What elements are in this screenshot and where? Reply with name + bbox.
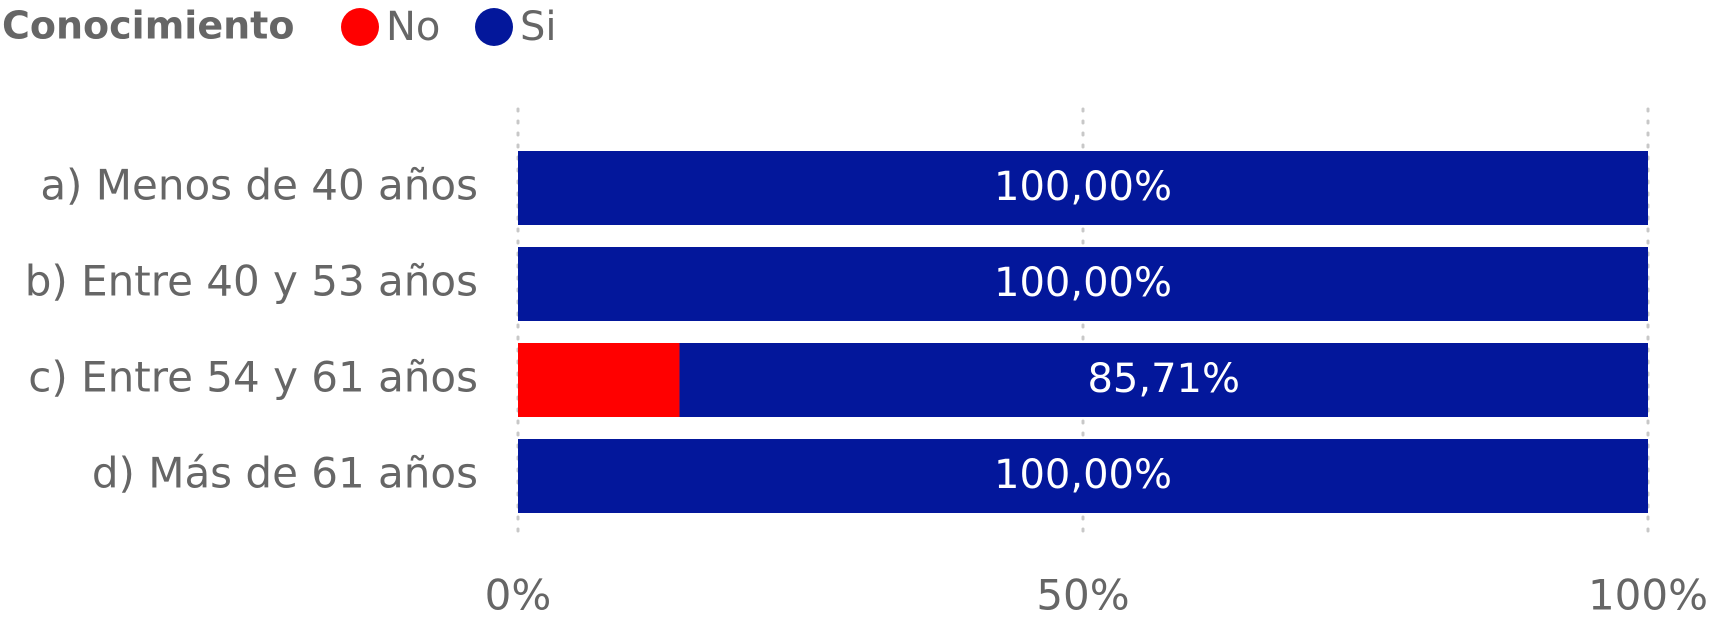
y-tick-label: d) Más de 61 años bbox=[92, 449, 478, 498]
x-tick-label: 100% bbox=[1588, 571, 1708, 620]
legend-label: No bbox=[386, 4, 440, 50]
legend-label: Si bbox=[520, 4, 557, 50]
value-label: 100,00% bbox=[994, 452, 1172, 498]
legend-title: Conocimiento bbox=[2, 4, 294, 48]
bar-segment bbox=[518, 151, 1648, 225]
y-tick-label: b) Entre 40 y 53 años bbox=[25, 257, 478, 306]
bar-segment bbox=[518, 439, 1648, 513]
bar-segment bbox=[518, 343, 680, 417]
value-label: 85,71% bbox=[1087, 356, 1240, 402]
value-label: 100,00% bbox=[994, 260, 1172, 306]
bar-segment bbox=[518, 247, 1648, 321]
y-tick-label: c) Entre 54 y 61 años bbox=[28, 353, 478, 402]
x-tick-label: 50% bbox=[1036, 571, 1129, 620]
legend-marker bbox=[475, 8, 513, 46]
y-tick-label: a) Menos de 40 años bbox=[40, 161, 478, 210]
value-label: 100,00% bbox=[994, 164, 1172, 210]
x-tick-label: 0% bbox=[485, 571, 552, 620]
bar-segment bbox=[679, 343, 1648, 417]
legend-marker bbox=[341, 8, 379, 46]
